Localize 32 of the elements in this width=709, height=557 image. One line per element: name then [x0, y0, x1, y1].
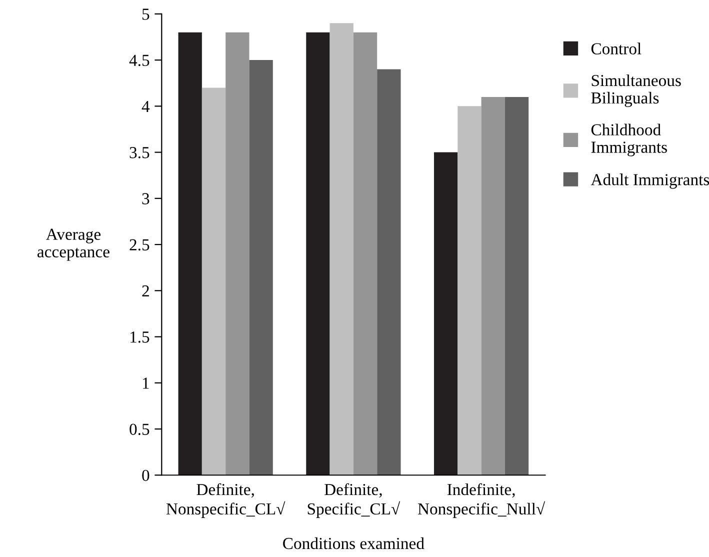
bar [458, 106, 482, 476]
y-tick-label: 5 [142, 8, 150, 20]
bar [504, 96, 529, 476]
y-tick-label: 3.5 [130, 147, 150, 158]
x-tick-label: Indefinite, Nonspecific_Null√ [418, 483, 546, 518]
bar [353, 32, 378, 476]
bar [249, 60, 273, 476]
bar [306, 32, 330, 476]
bar [226, 32, 250, 476]
legend-label: Adult Immigrants [590, 174, 709, 189]
bar [377, 69, 401, 476]
y-tick-label: 1 [142, 378, 149, 389]
y-tick-label: 1.5 [130, 332, 150, 343]
y-tick-label: 0 [142, 470, 150, 482]
bar [481, 96, 505, 476]
bar [178, 32, 202, 476]
y-axis-title: Average acceptance [38, 228, 110, 261]
legend-label: Simultaneous Bilinguals [591, 74, 681, 108]
x-tick-label: Definite, Nonspecific_CL√ [166, 483, 286, 518]
x-axis-title: Conditions examined [283, 537, 424, 550]
bar [434, 152, 458, 476]
y-tick-label: 3 [142, 193, 150, 204]
legend-label: Control [591, 42, 642, 54]
legend-label: Childhood Immigrants [591, 124, 667, 156]
bar [202, 88, 226, 476]
y-tick-label: 0.5 [130, 424, 150, 436]
y-tick-label: 4.5 [129, 54, 150, 66]
y-tick-label: 2 [142, 285, 149, 296]
x-tick-label: Definite, Specific_CL√ [308, 483, 400, 518]
y-tick-label: 2.5 [130, 239, 150, 251]
y-tick-label: 4 [142, 100, 150, 112]
bar [330, 23, 354, 476]
